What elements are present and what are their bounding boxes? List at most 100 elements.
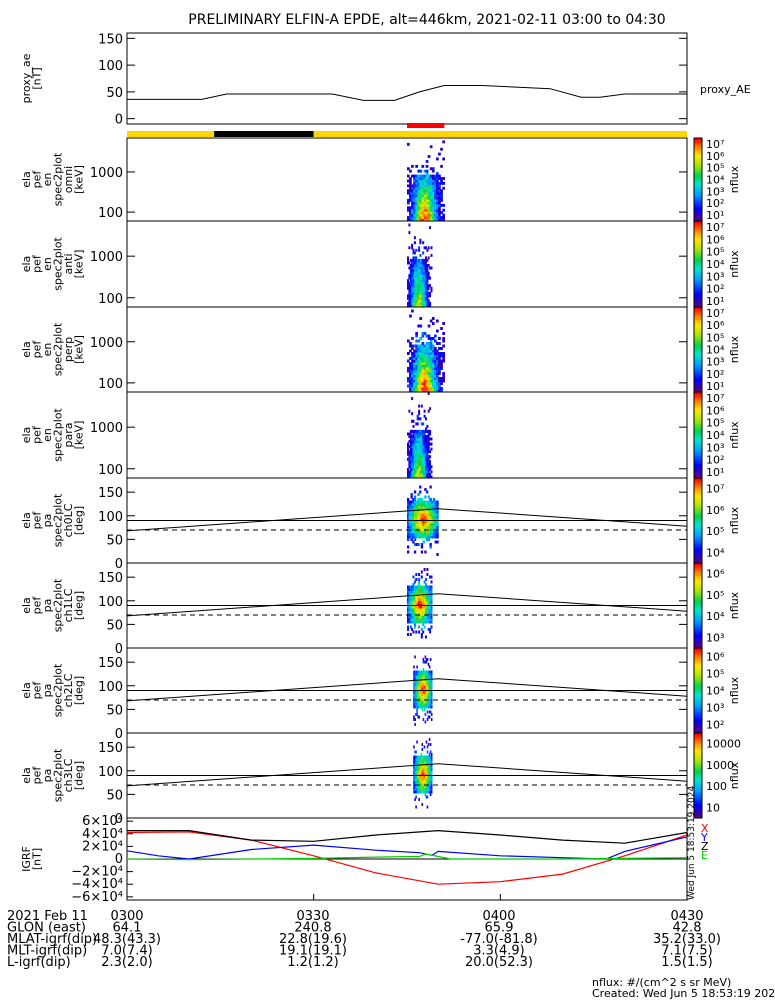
spec-omni-heatmap-cell (442, 177, 445, 180)
pa-ch1LC-heatmap-cell (420, 620, 423, 624)
pa-ch3LC-colorbar-segment (694, 757, 702, 759)
spec-perp-heatmap-cell (423, 354, 427, 358)
spec-para-heatmap-cell (423, 442, 426, 446)
spec-perp-heatmap-cell (440, 377, 443, 380)
pa-ch3LC-heatmap-cell (422, 768, 425, 771)
spec-omni-heatmap-cell (421, 191, 425, 195)
spec-para-heatmap-cell (426, 452, 429, 456)
spec-anti-heatmap-cell (411, 271, 414, 275)
spec-para-colorbar-segment (694, 433, 702, 436)
pa-ch1LC-colorbar-segment (694, 602, 702, 605)
pa-ch3LC-colorbar-segment (694, 815, 702, 818)
pa-ch0LC-heatmap-cell (419, 520, 422, 524)
spec-omni-heatmap-cell (409, 211, 412, 215)
pa-ch2LC-heatmap-cell (418, 700, 420, 704)
spec-para-heatmap-cell (419, 472, 422, 476)
pa-ch1LC-colorbar-segment (694, 611, 702, 614)
spec-anti-colorbar-segment (694, 291, 702, 294)
status-bar-segment (313, 131, 687, 137)
spec-perp-heatmap-cell (434, 347, 437, 350)
spec-para-colorbar-segment (694, 403, 702, 406)
spec-para-heatmap-cell (411, 435, 414, 438)
spec-para-heatmap-cell (418, 442, 421, 446)
pa-ch3LC-heatmap-cell (430, 765, 433, 769)
spec-para-heatmap-cell (419, 442, 422, 446)
spec-omni-colorbar-segment (694, 172, 702, 175)
spec-omni-heatmap-cell (419, 179, 423, 183)
ephemeris-row-label: MLAT-igrf(dip) (7, 932, 97, 947)
spec-anti-heatmap-cell (411, 291, 414, 295)
pa-ch1LC-colorbar-segment (694, 598, 702, 601)
spec-para-heatmap-cell (427, 409, 430, 413)
spec-omni-heatmap-cell (409, 189, 412, 193)
pa-ch2LC-heatmap-cell (414, 675, 416, 679)
spec-para-heatmap-cell (423, 450, 426, 454)
pa-ch1LC-colorbar-segment (694, 601, 702, 604)
spec-para-heatmap-cell (418, 440, 421, 444)
spec-anti-heatmap-cell (426, 279, 429, 283)
spec-perp-heatmap-cell (440, 379, 443, 383)
spec-perp-heatmap-cell (407, 369, 410, 373)
pa-ch3LC-heatmap-cell (414, 750, 416, 754)
pa-ch0LC-heatmap-cell (407, 518, 410, 521)
spec-perp-heatmap-cell (407, 339, 410, 343)
spec-omni-heatmap-cell (419, 189, 423, 193)
pa-ch0LC-heatmap-cell (434, 513, 437, 516)
spec-omni-heatmap-cell (409, 216, 412, 219)
pa-ch2LC-heatmap-cell (427, 700, 430, 704)
spec-para-heatmap-cell (409, 472, 412, 476)
pa-ch3LC-colorbar-segment (694, 812, 702, 815)
pa-ch0LC-colorbar-segment (694, 479, 702, 482)
pa-ch3LC-colorbar-segment (694, 742, 702, 745)
pa-ch2LC-heatmap-cell (426, 718, 429, 721)
spec-perp-heatmap-cell (427, 379, 431, 383)
pa-ch2LC-heatmap-cell (420, 680, 423, 684)
pa-ch0LC-heatmap-cell (413, 543, 417, 546)
spec-omni-heatmap-cell (411, 174, 414, 178)
pa-ch0LC-heatmap-cell (413, 505, 417, 509)
spec-anti-colorbar-tick: 10² (706, 283, 724, 296)
spec-anti-heatmap-cell (413, 274, 416, 278)
pa-ch1LC-colorbar-segment (694, 609, 702, 612)
pa-ch1LC-heatmap-cell (409, 618, 412, 621)
pa-ch3LC-heatmap-cell (418, 788, 420, 791)
pa-ch3LC-colorbar-tick: 10 (706, 801, 720, 814)
spec-perp-colorbar-segment (694, 377, 702, 380)
pa-ch2LC-heatmap-cell (414, 695, 416, 699)
spec-perp-heatmap-cell (431, 379, 435, 383)
pa-ch3LC-heatmap-cell (413, 783, 415, 786)
pa-ch3LC-heatmap-cell (428, 760, 431, 764)
pa-ch2LC-heatmap-cell (429, 685, 432, 689)
spec-para-heatmap-cell (425, 460, 427, 464)
spec-omni-colorbar-segment (694, 138, 702, 140)
spec-perp-colorbar-segment (694, 343, 702, 346)
spec-perp-heatmap-cell (440, 364, 443, 368)
pa-ch3LC-heatmap-cell (425, 760, 428, 764)
pa-ch0LC-heatmap-cell (413, 523, 417, 526)
spec-para-heatmap-cell (411, 462, 414, 466)
pa-ch0LC-heatmap-cell (408, 518, 411, 521)
spec-omni-heatmap-cell (431, 179, 435, 183)
pa-ch2LC-heatmap-cell (429, 670, 432, 674)
pa-ch1LC-heatmap-cell (418, 600, 421, 604)
spec-omni-heatmap-cell (413, 181, 416, 185)
pa-ch0LC-heatmap-cell (413, 533, 417, 536)
spec-para-ylabel-line: ela (20, 427, 33, 444)
spec-perp-heatmap-cell (438, 354, 441, 358)
spec-omni-colorbar-segment (694, 214, 702, 216)
pa-ch2LC-heatmap-cell (418, 705, 420, 709)
pa-ch0LC-colorbar-label: nflux (728, 506, 741, 534)
spec-perp-heatmap-cell (429, 347, 433, 350)
spec-perp-heatmap-cell (409, 349, 412, 353)
pa-ch3LC-heatmap-cell (430, 775, 433, 779)
spec-para-ylabel-line: en (41, 428, 54, 442)
spec-perp-heatmap-cell (425, 377, 429, 380)
pa-ch1LC-colorbar-segment (694, 597, 702, 599)
pa-ch2LC-heatmap-cell (418, 670, 420, 674)
pa-ch3LC-heatmap-cell (425, 765, 428, 769)
spec-para-heatmap-cell (418, 447, 421, 451)
pa-ch2LC-heatmap-cell (414, 680, 416, 684)
pa-ch3LC-heatmap-cell (415, 758, 417, 761)
pa-ch2LC-heatmap-cell (416, 708, 418, 711)
spec-omni-heatmap-cell (431, 196, 435, 200)
